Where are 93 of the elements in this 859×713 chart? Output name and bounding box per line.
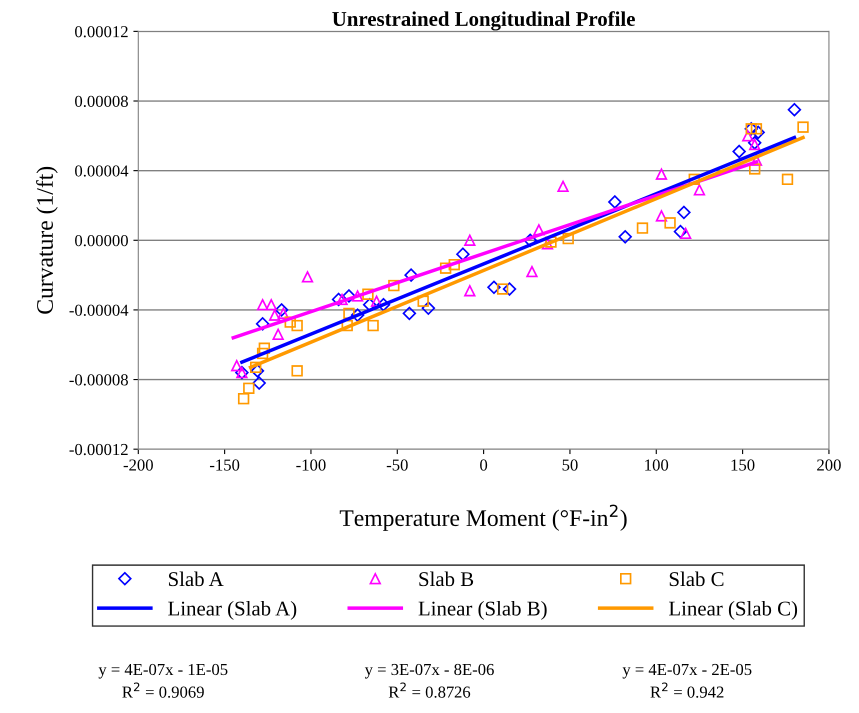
point	[732, 144, 746, 158]
point	[417, 296, 429, 307]
point	[367, 320, 379, 332]
point	[487, 280, 501, 294]
point	[751, 126, 765, 140]
point	[243, 382, 254, 394]
x-axis-title: Temperature Moment (°F-in$^{2}$)	[340, 504, 627, 531]
x-tick-label: -50	[386, 459, 408, 471]
point	[388, 280, 400, 292]
point	[664, 217, 676, 229]
point	[258, 342, 270, 354]
point	[256, 299, 268, 310]
point	[542, 238, 554, 250]
point	[266, 299, 277, 310]
y-tick-label: -0.00012	[69, 444, 128, 456]
point	[677, 206, 691, 220]
legend-label: Slab A	[168, 572, 224, 586]
point	[284, 316, 296, 328]
point	[464, 285, 476, 296]
point	[674, 224, 688, 238]
legend-label: Linear (Slab A)	[168, 600, 296, 620]
chart-title: Unrestrained Longitudinal Profile	[332, 11, 635, 30]
point	[797, 121, 809, 133]
point	[562, 232, 574, 244]
point	[545, 236, 557, 248]
y-tick-label: 0.00012	[75, 26, 128, 38]
point	[788, 102, 802, 116]
point	[464, 234, 476, 246]
point	[402, 306, 416, 320]
point	[291, 320, 303, 332]
x-tick-label: -150	[210, 459, 240, 471]
point	[656, 168, 668, 180]
point	[748, 138, 760, 150]
point	[238, 393, 250, 404]
point	[376, 298, 390, 312]
x-tick-label: 50	[562, 459, 578, 471]
y-tick-label: 0.00008	[75, 96, 128, 108]
point	[526, 266, 538, 278]
y-tick-label: -0.00004	[69, 304, 128, 316]
point	[352, 290, 364, 302]
point	[680, 228, 692, 240]
x-tick-label: 0	[480, 459, 488, 471]
point	[404, 268, 418, 282]
point	[750, 123, 762, 135]
point	[274, 303, 288, 317]
point	[256, 317, 270, 331]
point	[448, 258, 460, 270]
y-tick-label: 0.00004	[75, 165, 128, 177]
point	[748, 163, 760, 175]
text: y = 4E-07x - 2E-05 R$^{2}$ = 0.942	[622, 664, 752, 698]
legend-label: Linear (Slab C)	[669, 600, 798, 620]
point	[350, 308, 364, 322]
y-tick-label: 0.00000	[75, 234, 128, 246]
point	[496, 283, 508, 295]
point	[272, 328, 284, 340]
y-tick-label: -0.00008	[69, 374, 128, 386]
point	[362, 288, 374, 300]
point	[231, 360, 242, 372]
point	[302, 271, 314, 283]
point	[782, 174, 794, 186]
point	[250, 362, 262, 374]
legend-label: Slab B	[419, 572, 474, 586]
point	[256, 348, 268, 360]
point	[742, 130, 754, 142]
x-tick-label: -200	[124, 459, 153, 471]
point	[557, 180, 569, 192]
point	[362, 298, 376, 312]
x-tick-label: -100	[296, 459, 326, 471]
point	[291, 365, 303, 377]
text: y = 3E-07x - 8E-06 R$^{2}$ = 0.8726	[364, 664, 494, 698]
x-tick-label: 100	[645, 459, 668, 471]
point	[608, 195, 622, 209]
point	[278, 308, 290, 320]
point	[636, 222, 648, 234]
y-axis-title: Curvature (1/ft)	[36, 166, 58, 314]
point	[250, 364, 264, 378]
point	[440, 262, 452, 274]
point	[502, 282, 516, 296]
legend-label: Linear (Slab B)	[418, 600, 547, 620]
point	[533, 224, 545, 236]
point	[694, 184, 706, 196]
point	[342, 289, 356, 303]
point	[336, 294, 348, 306]
legend-label: Slab C	[670, 572, 724, 586]
point	[618, 230, 632, 244]
text: y = 4E-07x - 1E-05 R$^{2}$ = 0.9069	[98, 664, 228, 698]
point	[252, 376, 266, 390]
point	[456, 247, 470, 261]
x-tick-label: 200	[817, 459, 841, 471]
x-tick-label: 150	[732, 459, 754, 471]
point	[269, 309, 280, 321]
point	[656, 210, 668, 222]
point	[422, 301, 436, 315]
